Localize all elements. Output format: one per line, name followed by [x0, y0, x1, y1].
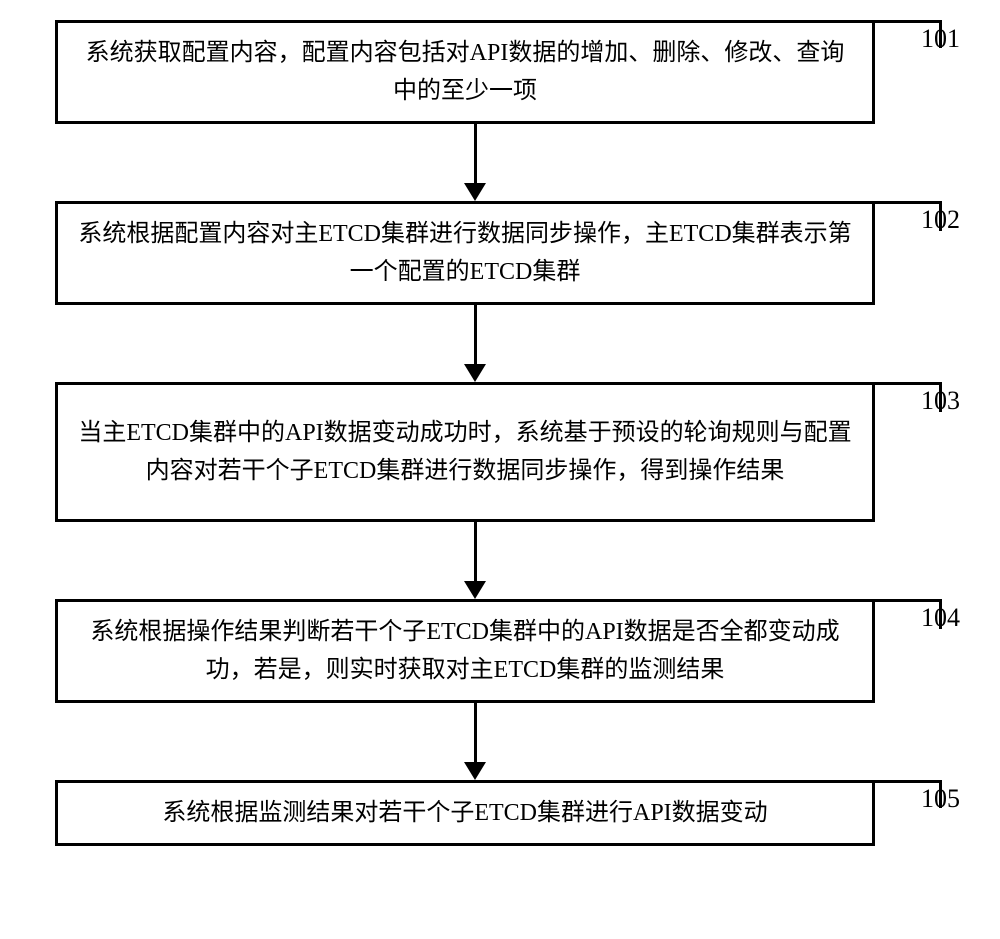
step-label-105: 105 [921, 784, 960, 814]
arrow-head-icon [464, 183, 486, 201]
step-label-101: 101 [921, 24, 960, 54]
step-row: 系统获取配置内容，配置内容包括对API数据的增加、删除、修改、查询中的至少一项 … [30, 20, 970, 124]
step-label-102: 102 [921, 205, 960, 235]
step-box-102: 系统根据配置内容对主ETCD集群进行数据同步操作，主ETCD集群表示第一个配置的… [55, 201, 875, 305]
step-label-104: 104 [921, 603, 960, 633]
arrow-shaft [474, 124, 477, 184]
step-box-104: 系统根据操作结果判断若干个子ETCD集群中的API数据是否全都变动成功，若是，则… [55, 599, 875, 703]
step-box-105: 系统根据监测结果对若干个子ETCD集群进行API数据变动 [55, 780, 875, 846]
step-row: 系统根据操作结果判断若干个子ETCD集群中的API数据是否全都变动成功，若是，则… [30, 599, 970, 703]
step-box-103: 当主ETCD集群中的API数据变动成功时，系统基于预设的轮询规则与配置内容对若干… [55, 382, 875, 522]
step-row: 当主ETCD集群中的API数据变动成功时，系统基于预设的轮询规则与配置内容对若干… [30, 382, 970, 522]
arrow-down [464, 703, 486, 780]
step-label-103: 103 [921, 386, 960, 416]
step-box-101: 系统获取配置内容，配置内容包括对API数据的增加、删除、修改、查询中的至少一项 [55, 20, 875, 124]
step-row: 系统根据监测结果对若干个子ETCD集群进行API数据变动 105 [30, 780, 970, 846]
arrow-down [464, 522, 486, 599]
arrow-head-icon [464, 581, 486, 599]
step-row: 系统根据配置内容对主ETCD集群进行数据同步操作，主ETCD集群表示第一个配置的… [30, 201, 970, 305]
arrow-shaft [474, 305, 477, 365]
arrow-head-icon [464, 364, 486, 382]
arrow-shaft [474, 522, 477, 582]
arrow-shaft [474, 703, 477, 763]
flowchart-container: 系统获取配置内容，配置内容包括对API数据的增加、删除、修改、查询中的至少一项 … [30, 20, 970, 846]
arrow-down [464, 124, 486, 201]
arrow-head-icon [464, 762, 486, 780]
arrow-down [464, 305, 486, 382]
